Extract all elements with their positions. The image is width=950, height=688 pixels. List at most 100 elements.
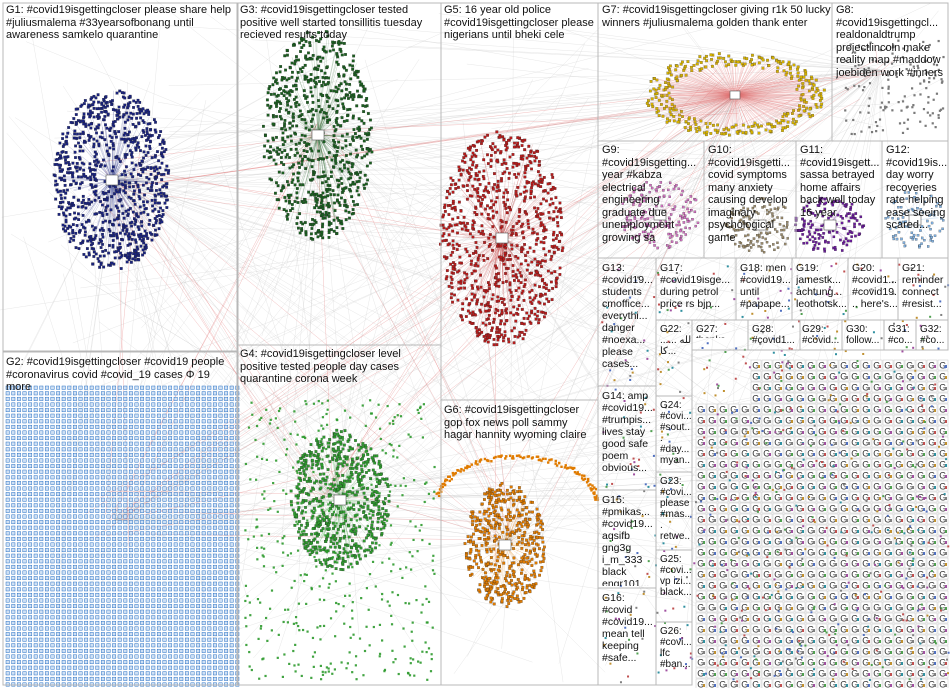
node	[101, 220, 105, 224]
node	[350, 546, 354, 550]
node	[306, 101, 309, 104]
node	[164, 168, 168, 172]
node	[322, 472, 326, 476]
node	[108, 127, 111, 131]
node	[342, 479, 346, 483]
node	[81, 130, 85, 134]
node	[304, 96, 308, 100]
node	[498, 328, 502, 332]
node	[304, 54, 308, 58]
edge	[305, 485, 328, 498]
node	[518, 330, 522, 334]
edge	[111, 179, 114, 239]
node	[550, 271, 554, 275]
node	[258, 418, 261, 421]
node	[355, 560, 359, 564]
node	[523, 243, 526, 246]
node	[384, 509, 388, 513]
node	[476, 194, 480, 198]
node	[344, 139, 348, 143]
node	[364, 548, 368, 552]
node	[320, 94, 324, 97]
node	[497, 299, 501, 303]
node	[521, 289, 525, 293]
node	[542, 247, 546, 251]
node	[309, 479, 313, 483]
node	[525, 538, 528, 542]
node	[333, 560, 337, 564]
node	[493, 527, 497, 530]
node	[522, 560, 526, 564]
node	[489, 154, 493, 157]
node	[286, 100, 289, 104]
node	[77, 141, 80, 145]
node	[310, 227, 314, 230]
node	[118, 188, 122, 191]
node	[490, 581, 494, 585]
node	[304, 533, 308, 536]
node	[94, 184, 98, 188]
node	[81, 194, 85, 198]
node	[535, 542, 538, 546]
node	[74, 107, 78, 111]
node	[523, 495, 527, 499]
node	[520, 308, 524, 311]
node	[60, 207, 63, 211]
node	[61, 223, 65, 227]
node	[530, 186, 533, 190]
edge	[618, 69, 881, 425]
edge	[6, 133, 331, 496]
node	[487, 531, 491, 535]
node	[545, 297, 549, 301]
node	[490, 206, 493, 209]
node	[307, 493, 311, 497]
edge	[54, 129, 321, 139]
node	[266, 639, 269, 642]
node	[279, 189, 283, 193]
node	[56, 151, 60, 155]
node	[154, 130, 158, 134]
node	[487, 577, 491, 580]
node	[120, 91, 124, 95]
node	[305, 480, 309, 483]
node	[344, 53, 347, 56]
node	[503, 251, 507, 255]
node	[342, 529, 345, 533]
node	[109, 139, 113, 143]
node	[351, 98, 355, 101]
node	[84, 206, 88, 210]
node	[125, 228, 129, 232]
node	[158, 142, 162, 146]
node	[293, 59, 297, 63]
edge	[65, 179, 113, 213]
node	[433, 490, 436, 493]
node	[517, 536, 521, 539]
node	[536, 207, 540, 210]
node	[296, 176, 300, 180]
node	[319, 548, 322, 552]
node	[332, 527, 335, 530]
node	[136, 185, 140, 189]
node	[92, 238, 96, 241]
node	[305, 454, 309, 457]
edge	[233, 129, 321, 257]
node	[490, 526, 494, 530]
node	[291, 70, 294, 74]
node	[444, 277, 448, 281]
node	[420, 611, 423, 614]
node	[457, 169, 461, 172]
node	[533, 159, 537, 163]
node	[475, 562, 479, 566]
node	[502, 191, 506, 195]
node	[317, 505, 320, 508]
node	[374, 585, 377, 588]
node	[424, 585, 427, 588]
edge	[111, 179, 143, 213]
node	[139, 174, 143, 177]
node	[461, 184, 465, 188]
node	[338, 551, 342, 554]
node	[392, 455, 395, 458]
node	[67, 202, 71, 206]
node	[125, 255, 129, 258]
node	[479, 285, 483, 289]
